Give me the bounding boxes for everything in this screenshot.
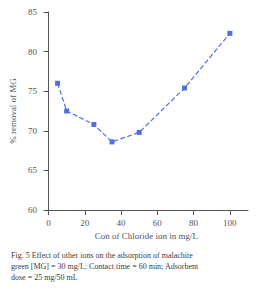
svg-text:70: 70 [28, 126, 38, 136]
svg-text:60: 60 [153, 218, 163, 228]
svg-text:Fig. 5 Effect of other ions on: Fig. 5 Effect of other ions on the adsor… [11, 251, 193, 260]
svg-text:20: 20 [80, 218, 90, 228]
svg-text:green [MG] = 30 mg/L; Contact: green [MG] = 30 mg/L; Contact time = 60 … [11, 262, 199, 271]
svg-text:% removal of MG: % removal of MG [8, 78, 18, 144]
svg-text:40: 40 [117, 218, 127, 228]
svg-text:100: 100 [223, 218, 237, 228]
svg-text:0: 0 [46, 218, 51, 228]
svg-text:dose = 25 mg/50 mL: dose = 25 mg/50 mL [11, 273, 78, 282]
svg-text:80: 80 [28, 47, 38, 57]
svg-text:60: 60 [28, 205, 38, 215]
svg-text:80: 80 [189, 218, 199, 228]
svg-text:Con of Chloride ion in mg/L: Con of Chloride ion in mg/L [95, 231, 198, 241]
svg-text:65: 65 [28, 165, 38, 175]
svg-text:85: 85 [28, 7, 38, 17]
svg-text:75: 75 [28, 86, 38, 96]
